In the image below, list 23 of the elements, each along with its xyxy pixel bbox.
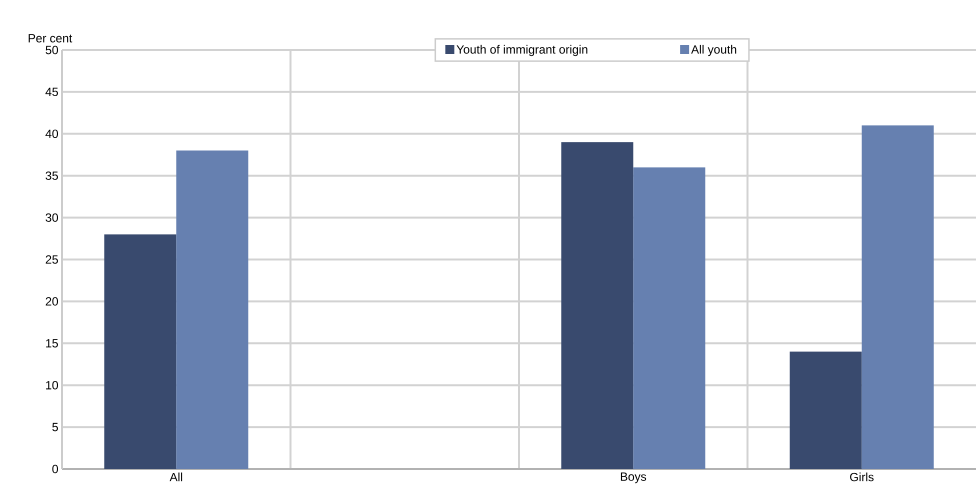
y-tick-label: 35 [46,171,58,180]
y-tick-label: 40 [45,130,58,138]
y-axis-title: Per cent [28,34,72,42]
bar [790,352,862,469]
bar [104,234,176,469]
bar [862,125,934,469]
y-tick-label: 10 [46,380,58,390]
x-tick-label: Girls [850,472,874,482]
y-tick-label: 25 [46,255,58,264]
bar [561,142,634,469]
y-tick-label: 0 [52,464,58,474]
y-tick-label: 50 [46,46,58,54]
legend-label: All youth [691,44,736,56]
bar [633,167,706,469]
bar [176,150,248,469]
x-tick-label: All [170,472,182,482]
y-tick-label: 5 [52,422,58,432]
y-tick-label: 20 [46,297,58,306]
y-tick-label: 30 [46,213,58,222]
y-tick-label: 45 [45,88,58,96]
legend-label: Youth of immigrant origin [456,44,588,56]
x-tick-label: Boys [620,472,646,484]
y-tick-label: 15 [46,339,58,348]
